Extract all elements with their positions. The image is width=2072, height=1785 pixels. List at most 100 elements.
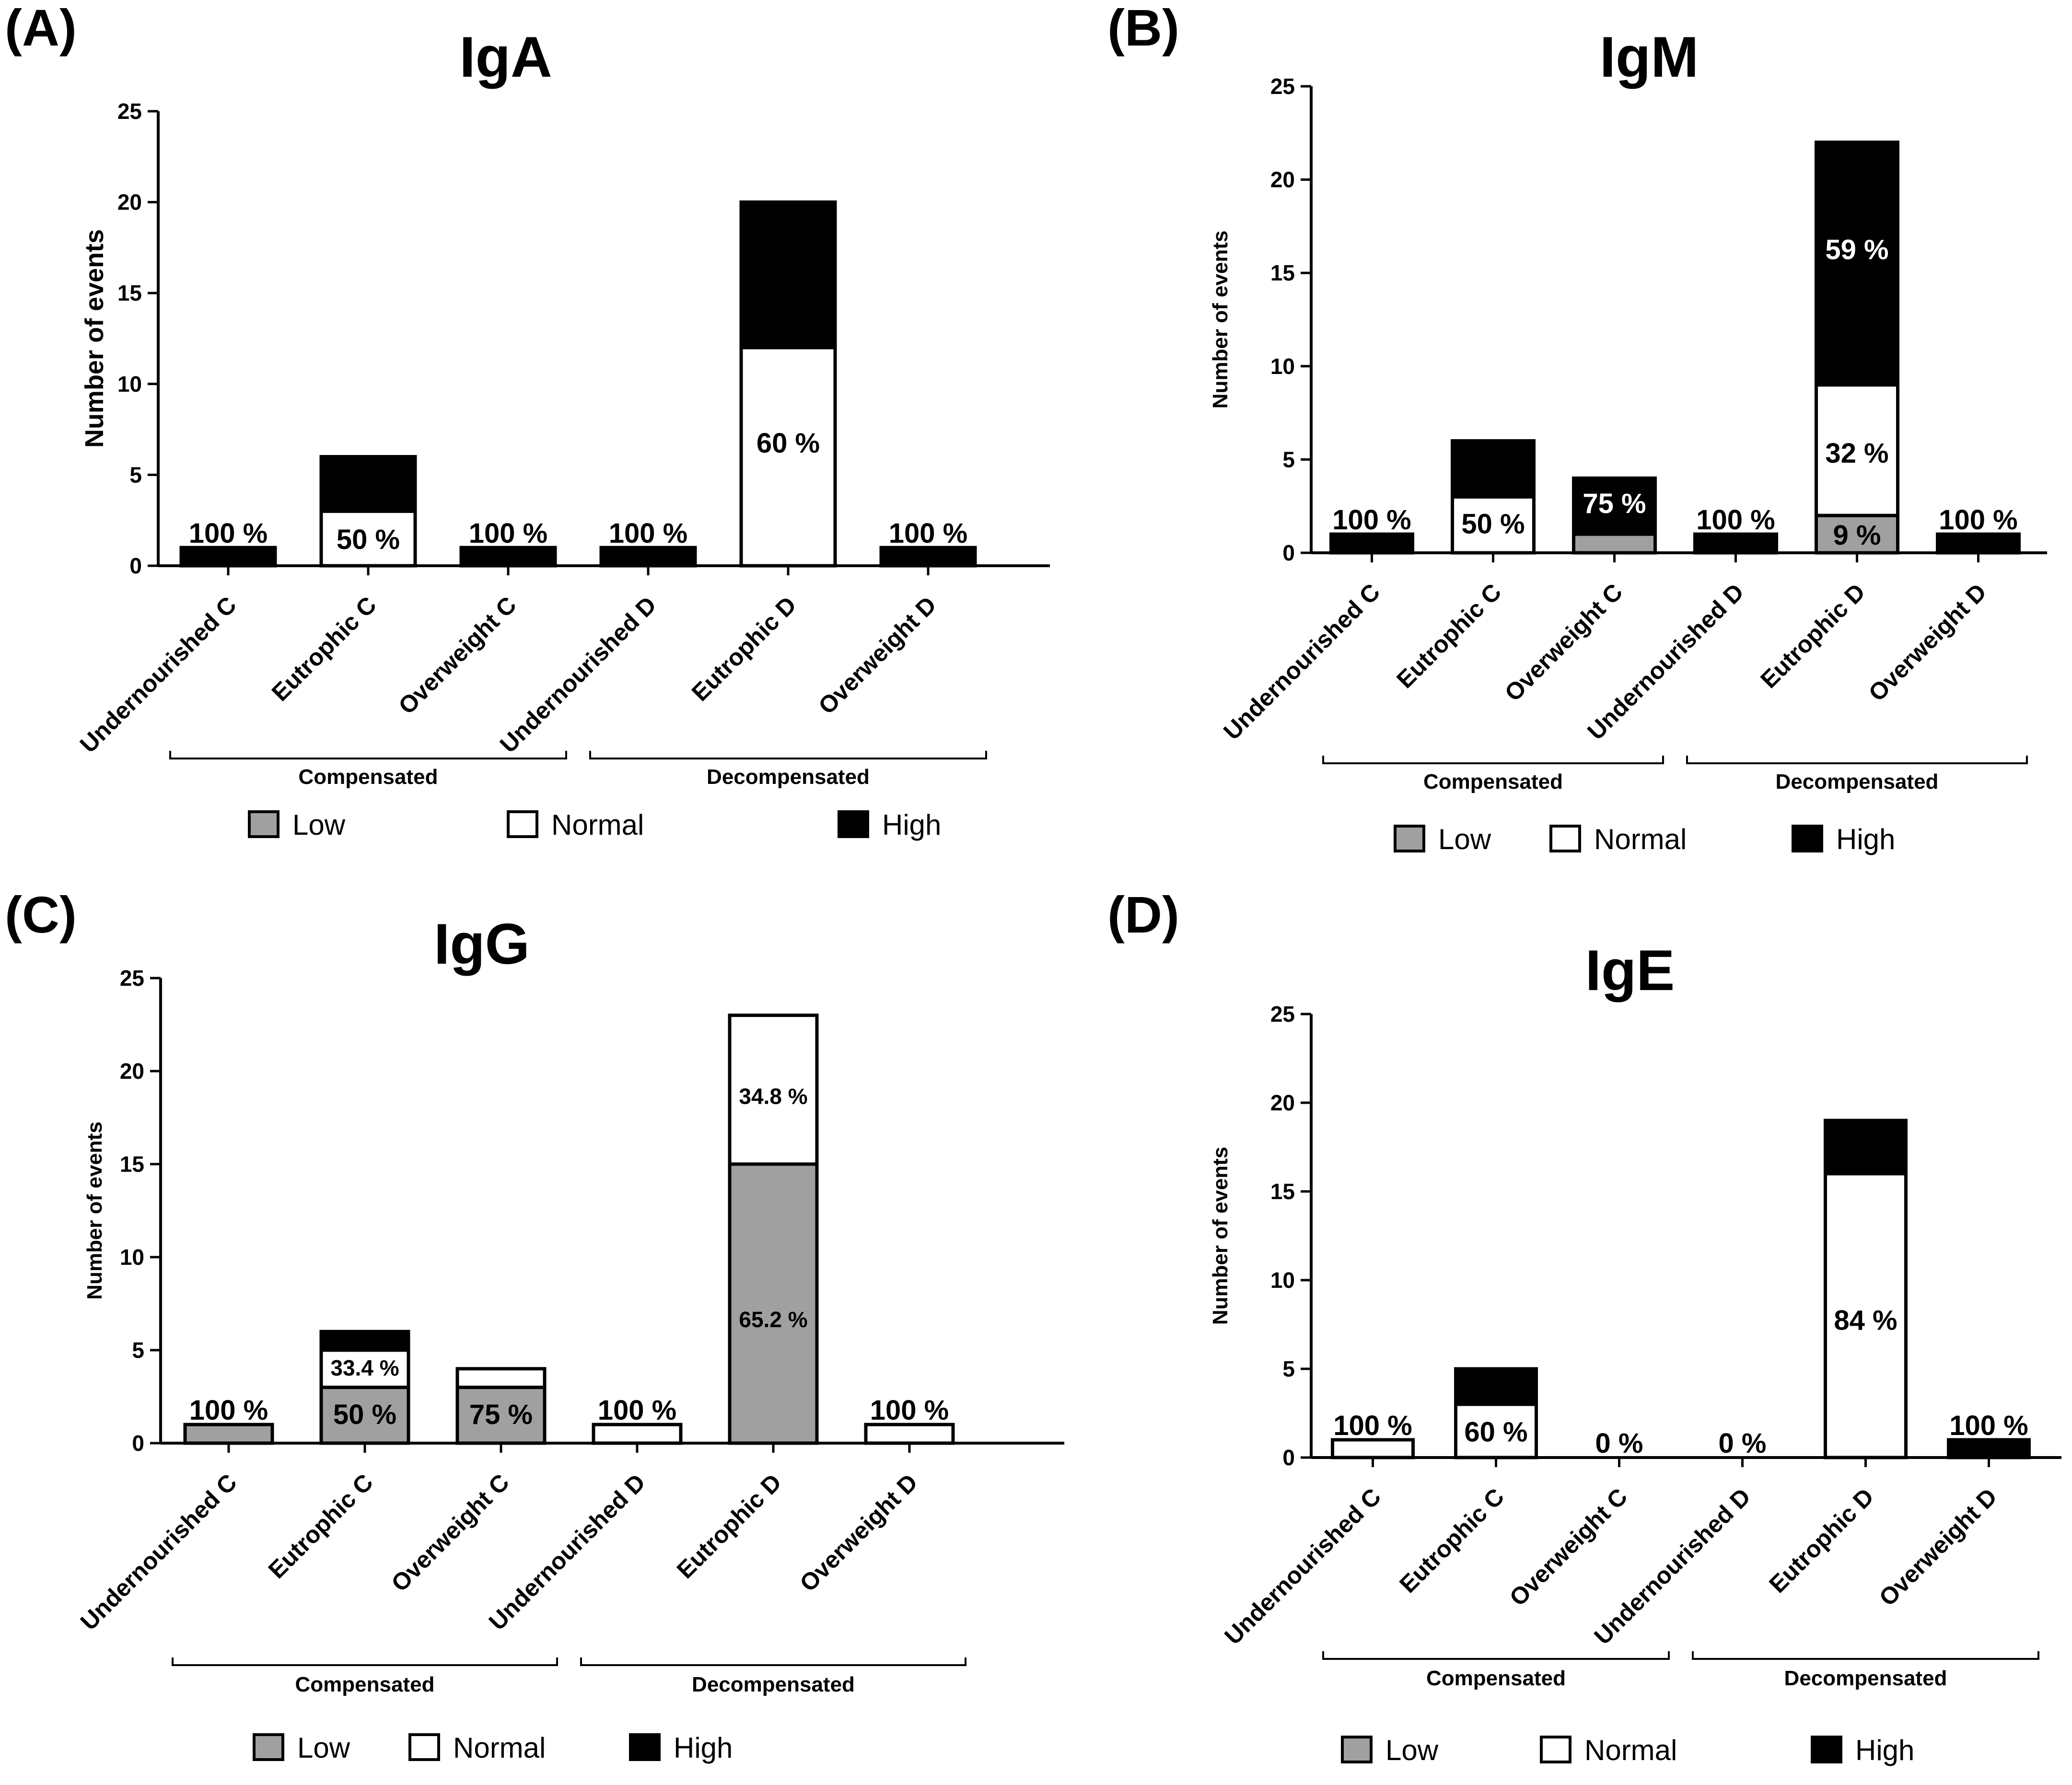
group-bracket <box>580 1657 966 1666</box>
y-axis-title: Number of events <box>80 229 109 448</box>
legend-label-high: High <box>882 809 941 841</box>
bar-high <box>319 455 417 513</box>
bar-data-label: 9 % <box>1833 520 1881 551</box>
group-bracket <box>1322 756 1664 764</box>
legend-label-normal: Normal <box>551 809 644 841</box>
legend-swatch-low <box>253 1733 284 1761</box>
bar-data-label: 100 % <box>1939 504 2017 536</box>
bar-data-label: 60 % <box>1464 1417 1527 1448</box>
legend-swatch-low <box>1394 825 1425 852</box>
y-tick-label: 25 <box>117 99 142 124</box>
y-tick-label: 20 <box>117 190 142 215</box>
bar-data-label: 50 % <box>337 524 400 555</box>
y-tick-label: 25 <box>1270 1002 1295 1027</box>
group-label: Compensated <box>299 765 438 789</box>
y-tick-label: 0 <box>1282 540 1295 565</box>
bar-high <box>739 200 837 350</box>
x-category-label: Undernourished D <box>495 591 662 758</box>
bar-high <box>1572 476 1657 536</box>
chart-panel-1: (A) IgA 0 5 10 15 20 25 Number of events Undernou… <box>5 0 1050 841</box>
legend-label-high: High <box>674 1732 733 1764</box>
bar-data-label: 32 % <box>1825 438 1888 469</box>
x-category-label: Overweight C <box>393 591 521 719</box>
bar-data-label: 100 % <box>889 518 967 549</box>
x-category-label: Eutrophic C <box>1391 578 1506 693</box>
legend-label-normal: Normal <box>1594 823 1687 855</box>
bar-data-label: 75 % <box>1583 488 1646 519</box>
group-label: Compensated <box>1426 1667 1566 1690</box>
y-axis-title: Number of events <box>1209 1147 1232 1325</box>
legend-swatch-high <box>838 810 869 838</box>
y-tick-label: 5 <box>1282 1356 1295 1381</box>
chart-title: IgA <box>459 25 552 89</box>
bar-data-label: 100 % <box>1333 1410 1412 1441</box>
bar-low <box>455 1386 547 1445</box>
x-category-label: Undernourished C <box>75 591 242 758</box>
bar-normal <box>1815 383 1899 517</box>
bar-data-label: 75 % <box>469 1399 533 1430</box>
bar-data-label: 65.2 % <box>739 1307 807 1332</box>
chart-title: IgG <box>434 912 530 976</box>
group-bracket <box>1692 1651 2039 1660</box>
x-category-label: Eutrophic D <box>672 1469 787 1584</box>
bar-high <box>1936 532 2021 555</box>
bar-high <box>1815 140 1899 387</box>
y-tick-label: 0 <box>1282 1445 1295 1470</box>
y-tick-label: 20 <box>120 1059 144 1084</box>
bar-high <box>1947 1438 2031 1459</box>
legend-label-high: High <box>1855 1734 1914 1766</box>
legend-swatch-normal <box>1540 1736 1571 1763</box>
bar-high <box>1451 439 1536 499</box>
legend-swatch-high <box>629 1733 661 1761</box>
bar-low <box>728 1162 819 1445</box>
bar-data-label: 50 % <box>333 1399 396 1430</box>
group-label: Compensated <box>295 1673 435 1696</box>
x-category-label: Undernourished C <box>1219 1483 1386 1650</box>
bar-normal <box>728 1014 819 1166</box>
panel-letter: (C) <box>5 886 77 944</box>
group-bracket <box>589 751 987 759</box>
legend-label-low: Low <box>297 1732 350 1764</box>
bar-data-label: 100 % <box>1696 504 1775 536</box>
bar-data-label: 100 % <box>1332 504 1411 536</box>
group-bracket <box>172 1657 558 1666</box>
group-bracket <box>1322 1651 1670 1660</box>
bar-normal <box>455 1367 547 1389</box>
y-tick-label: 10 <box>1270 354 1295 379</box>
y-tick-label: 15 <box>120 1152 144 1177</box>
bar-data-label: 84 % <box>1834 1305 1897 1336</box>
legend-label-normal: Normal <box>453 1732 546 1764</box>
chart-title: IgM <box>1600 25 1699 89</box>
legend-swatch-normal <box>507 810 538 838</box>
legend-swatch-high <box>1792 825 1823 852</box>
group-label: Decompensated <box>1784 1667 1947 1690</box>
y-tick-label: 10 <box>117 372 142 397</box>
bar-data-label: 100 % <box>469 518 547 549</box>
group-label: Decompensated <box>1776 770 1939 793</box>
x-category-label: Eutrophic D <box>1755 578 1870 693</box>
bar-data-label: 59 % <box>1825 234 1888 266</box>
x-category-label: Overweight C <box>1504 1483 1632 1611</box>
bar-normal <box>864 1423 955 1445</box>
y-tick-label: 0 <box>132 1431 144 1456</box>
x-category-label: Overweight D <box>1863 578 1991 706</box>
y-tick-label: 20 <box>1270 1090 1295 1115</box>
x-category-label: Overweight C <box>386 1469 514 1597</box>
bar-data-label: 0 % <box>1595 1428 1643 1459</box>
y-tick-label: 5 <box>129 462 142 487</box>
group-label: Decompensated <box>707 765 870 789</box>
y-tick-label: 15 <box>1270 1179 1295 1204</box>
x-category-label: Eutrophic C <box>263 1469 378 1584</box>
bar-data-label: 100 % <box>609 518 687 549</box>
bar-normal <box>1824 1172 1908 1459</box>
bar-high <box>599 546 697 568</box>
chart-panel-3: (C) IgG 0 5 10 15 20 25 Number of events Undernou… <box>5 886 1064 1764</box>
legend-label-low: Low <box>1385 1734 1439 1766</box>
x-category-label: Eutrophic D <box>1764 1483 1879 1598</box>
bar-data-label: 100 % <box>870 1395 949 1426</box>
chart-title: IgE <box>1585 938 1675 1003</box>
x-category-label: Overweight D <box>794 1469 922 1597</box>
group-bracket <box>169 751 567 759</box>
bar-normal <box>319 509 417 568</box>
x-category-label: Overweight D <box>1874 1483 2002 1611</box>
